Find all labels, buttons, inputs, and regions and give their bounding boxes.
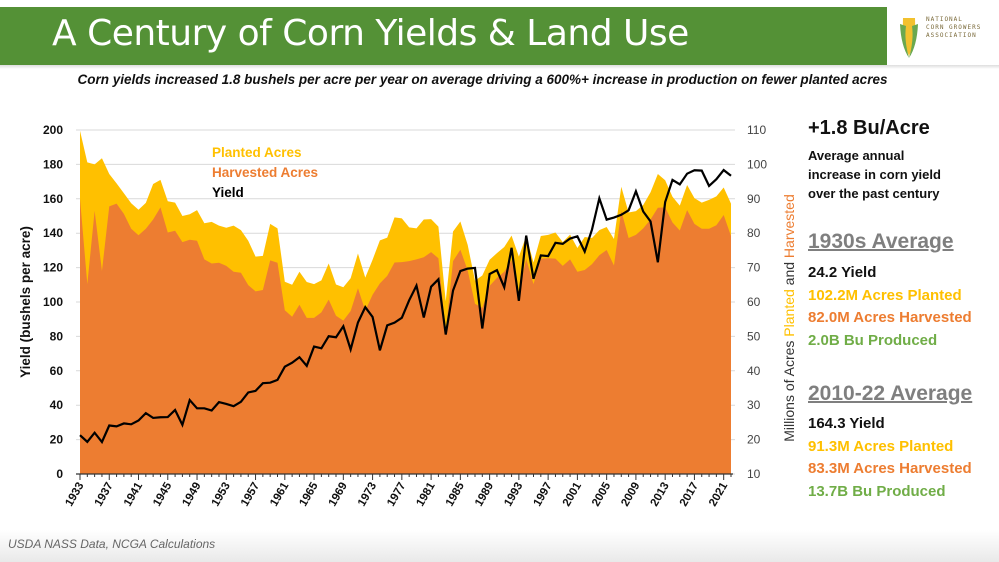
desc-line: increase in corn yield [808,167,941,182]
y-tick-label: 180 [43,157,63,171]
period1-harvested: 82.0M Acres Harvested [808,309,972,326]
logo-text: NATIONAL CORN GROWERS ASSOCIATION [926,16,982,39]
y2-tick-label: 100 [747,157,767,171]
x-tick-label: 1985 [444,480,467,509]
period2-title: 2010-22 Average [808,382,973,405]
y-tick-label: 0 [56,467,63,481]
y-tick-label: 140 [43,226,63,240]
x-tick-label: 1969 [327,481,350,509]
period2-yield: 164.3 Yield [808,415,885,432]
x-tick-label: 1965 [297,480,320,509]
y2-tick-label: 30 [747,398,761,412]
headline-description: Average annual increase in corn yield ov… [808,146,941,203]
period1-planted: 102.2M Acres Planted [808,286,962,304]
y-tick-label: 160 [43,192,63,206]
x-tick-label: 2017 [678,481,701,509]
subtitle: Corn yields increased 1.8 bushels per ac… [77,72,888,87]
x-tick-label: 1949 [180,481,203,509]
yield-line [79,168,732,445]
y-tick-label: 80 [50,329,64,343]
footer-bar [0,530,999,562]
harvested-acres-area [80,198,731,475]
y-tick-label: 100 [43,295,63,309]
x-tick-label: 1941 [122,480,145,509]
corn-icon [900,18,918,58]
y2-axis-label: Millions of Acres Planted and Harvested [781,194,797,441]
ncga-logo: NATIONAL CORN GROWERS ASSOCIATION [898,10,994,62]
y-tick-label: 120 [43,261,63,275]
x-tick-label: 1981 [415,480,438,509]
period1-yield: 24.2 Yield [808,264,877,281]
corn-chart: 0 20 40 60 80 100 120 140 160 180 200 10 20 30 40 50 60 7… [18,123,797,509]
x-tick-label: 1945 [151,480,174,509]
page-title: A Century of Corn Yields & Land Use [52,13,689,54]
desc-line: Average annual [808,148,905,163]
x-tick-label: 2013 [649,481,672,509]
x-tick-label: 1977 [385,481,408,509]
y2-tick-label: 20 [747,433,761,447]
desc-line: over the past century [808,186,940,201]
y2-tick-label: 10 [747,467,761,481]
x-tick-label: 1961 [268,480,291,509]
y2-tick-label: 60 [747,295,761,309]
period1-stats: 24.2 Yield 102.2M Acres Planted 82.0M Ac… [808,262,972,352]
y-tick-label: 200 [43,123,63,137]
x-tick-label: 1937 [93,481,116,509]
legend-harvested: Harvested Acres [212,165,318,180]
legend-yield: Yield [212,185,244,200]
x-tick-label: 1993 [502,481,525,509]
title-banner [0,7,887,65]
period2-planted: 91.3M Acres Planted [808,437,954,455]
headline-stat: +1.8 Bu/Acre [808,117,930,139]
y-axis-label: Yield (bushels per acre) [18,226,33,378]
period1-produced: 2.0B Bu Produced [808,331,938,349]
period2-harvested: 83.3M Acres Harvested [808,460,972,477]
y2-tick-label: 80 [747,226,761,240]
y-tick-label: 60 [50,364,64,378]
x-tick-label: 1953 [210,481,233,509]
y2-tick-label: 40 [747,364,761,378]
legend-planted: Planted Acres [212,145,302,160]
period1-title: 1930s Average [808,230,954,253]
y2-tick-label: 50 [747,329,761,343]
y-tick-label: 40 [50,398,64,412]
y-tick-label: 20 [50,433,64,447]
x-tick-label: 2001 [561,480,584,509]
source-note: USDA NASS Data, NCGA Calculations [8,537,216,551]
y2-tick-label: 110 [747,123,766,137]
period2-stats: 164.3 Yield 91.3M Acres Planted 83.3M Ac… [808,413,972,503]
x-tick-label: 2009 [619,481,642,509]
x-tick-label: 1973 [356,481,379,509]
x-tick-label: 1989 [473,481,496,509]
y2-tick-label: 70 [747,261,761,275]
period2-produced: 13.7B Bu Produced [808,482,946,500]
acre-areas [80,130,731,475]
x-tick-label: 2021 [707,480,730,509]
yield-line-group [79,168,732,445]
y2-tick-label: 90 [747,192,761,206]
x-tick-label: 2005 [590,480,613,509]
x-tick-label: 1933 [63,481,86,509]
x-tick-label: 1957 [239,481,262,509]
x-tick-label: 1997 [532,481,555,509]
banner-shadow [0,65,999,69]
